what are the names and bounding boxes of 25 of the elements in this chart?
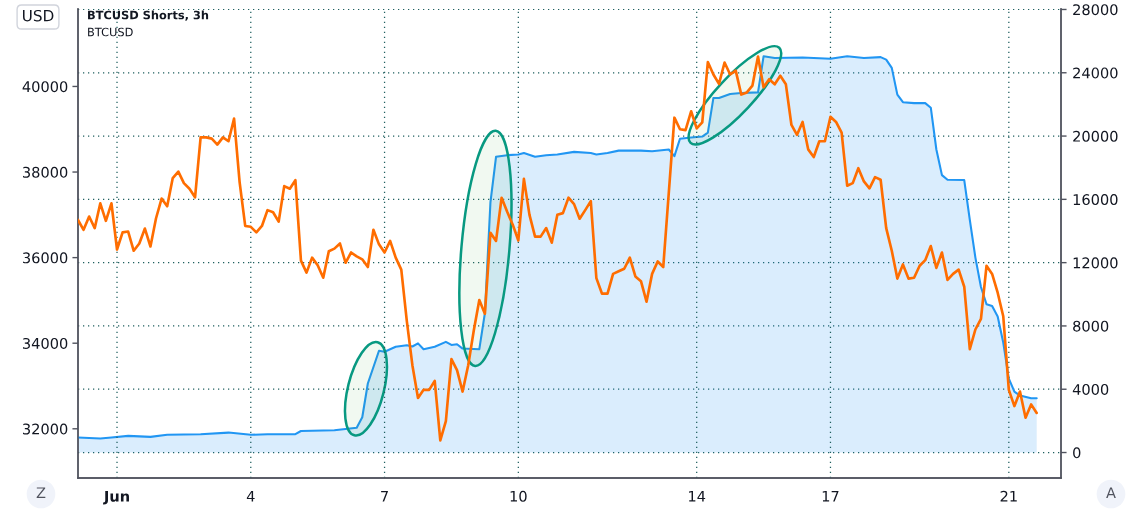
x-tick-label: Jun	[103, 490, 129, 505]
y2-tick-label: 4000	[1072, 383, 1109, 395]
y2-tick-label: 24000	[1073, 67, 1118, 79]
x-tick-label: 7	[381, 490, 388, 502]
chart-title: BTCUSD Shorts, 3h	[88, 10, 209, 21]
x-tick-label: 17	[822, 490, 839, 502]
x-tick-label: 4	[246, 490, 255, 502]
y2-tick-label: 8000	[1073, 320, 1109, 332]
y-tick-label: 38000	[23, 166, 68, 178]
y-tick-label: 36000	[23, 252, 68, 264]
x-tick-label: 10	[510, 490, 527, 502]
x-tick-label: 21	[1000, 490, 1017, 502]
y-tick-label: 32000	[23, 423, 68, 435]
y-tick-label: 34000	[23, 337, 68, 349]
y-axis-title: USD	[23, 9, 54, 22]
text: Z	[36, 487, 46, 499]
y-tick-label: 40000	[22, 81, 68, 93]
y2-tick-label: 0	[1073, 447, 1081, 459]
text: A	[1106, 487, 1116, 499]
y2-tick-label: 16000	[1073, 194, 1118, 206]
text: BTCUSD	[88, 27, 133, 37]
x-tick-label: 14	[689, 490, 706, 502]
y2-tick-label: 12000	[1073, 257, 1118, 269]
y2-tick-label: 20000	[1073, 130, 1118, 142]
y2-tick-label: 28000	[1073, 4, 1118, 16]
